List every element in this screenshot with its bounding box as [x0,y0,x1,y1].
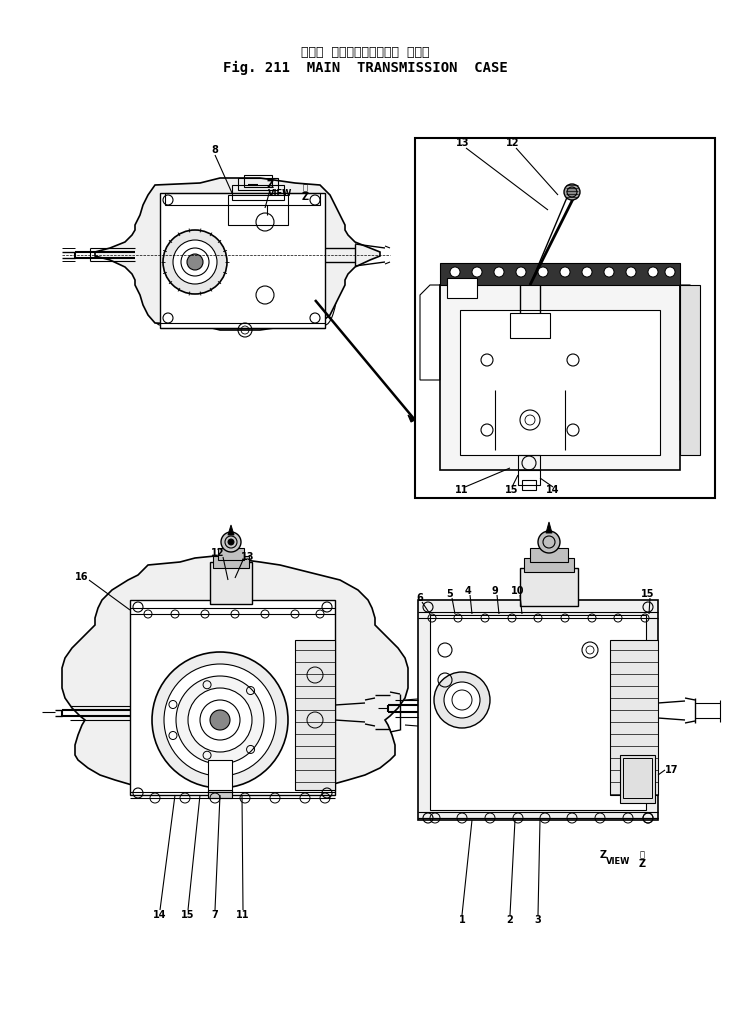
Text: Z: Z [639,859,645,869]
Circle shape [538,267,548,277]
Text: 3: 3 [534,915,542,925]
Bar [680,285,700,455]
Text: 10: 10 [511,586,525,596]
Text: 9: 9 [491,586,499,596]
Circle shape [444,682,480,718]
Text: 12: 12 [211,548,225,558]
Bar [160,193,325,328]
Bar [228,195,288,225]
Circle shape [560,267,570,277]
Circle shape [173,240,217,284]
Circle shape [648,267,658,277]
Text: 11: 11 [456,485,469,495]
Bar [610,640,658,795]
Text: 12: 12 [506,138,520,148]
Text: 17: 17 [665,765,679,775]
Text: 14: 14 [153,910,166,920]
Text: 視: 視 [302,184,307,193]
Circle shape [450,267,460,277]
Circle shape [564,184,580,200]
Text: Fig. 211  MAIN  TRANSMISSION  CASE: Fig. 211 MAIN TRANSMISSION CASE [223,61,507,75]
Bar [447,278,477,298]
Circle shape [582,267,592,277]
Text: Z: Z [599,850,607,860]
Bar [165,193,320,205]
Bar [524,558,574,572]
Text: 4: 4 [464,586,472,596]
Circle shape [538,531,560,553]
Bar [218,548,244,560]
Bar [530,548,568,562]
Bar [623,758,652,798]
Polygon shape [62,556,408,793]
Bar [510,313,550,338]
Circle shape [626,267,636,277]
Bar [210,562,252,604]
Circle shape [494,267,504,277]
Bar [208,790,232,798]
Bar [440,263,680,285]
Text: 13: 13 [241,552,255,562]
Polygon shape [408,415,415,422]
Text: 8: 8 [212,145,218,155]
Bar [244,175,272,187]
Bar [208,760,232,795]
Circle shape [221,532,241,552]
Circle shape [567,187,577,197]
Text: Z: Z [266,180,274,190]
Bar [520,568,578,606]
Polygon shape [95,178,380,330]
Text: メイン  トランスミッション  ケース: メイン トランスミッション ケース [301,45,429,59]
Text: VIEW: VIEW [606,858,630,867]
Circle shape [210,710,230,730]
Text: VIEW: VIEW [268,189,292,198]
Text: 1: 1 [458,915,466,925]
Circle shape [665,267,675,277]
Bar [430,615,646,810]
Text: 2: 2 [507,915,513,925]
Bar [440,285,680,470]
Text: 6: 6 [417,593,423,603]
Circle shape [187,254,203,270]
Circle shape [163,230,227,294]
Circle shape [152,652,288,788]
Bar [522,480,536,490]
Circle shape [188,688,252,752]
Bar [415,138,715,498]
Bar [232,185,284,200]
Text: 13: 13 [456,138,469,148]
Bar [130,600,335,795]
Polygon shape [228,525,234,535]
Text: 5: 5 [447,589,453,599]
Bar [418,600,658,820]
Bar [620,755,655,803]
Polygon shape [546,522,552,533]
Bar [460,310,660,455]
Text: 15: 15 [181,910,195,920]
Circle shape [164,664,276,776]
Text: Z: Z [301,192,309,202]
Text: 14: 14 [546,485,560,495]
Text: 16: 16 [75,572,89,582]
Bar [213,556,249,568]
Circle shape [434,672,490,728]
Bar [518,455,540,485]
Text: 視: 視 [639,851,645,860]
Text: 11: 11 [237,910,250,920]
Text: 15: 15 [641,589,655,599]
Text: 15: 15 [505,485,519,495]
Bar [238,178,278,190]
Circle shape [604,267,614,277]
Circle shape [176,676,264,764]
Bar [295,640,335,790]
Circle shape [516,267,526,277]
Circle shape [228,539,234,545]
Circle shape [472,267,482,277]
Text: 7: 7 [212,910,218,920]
